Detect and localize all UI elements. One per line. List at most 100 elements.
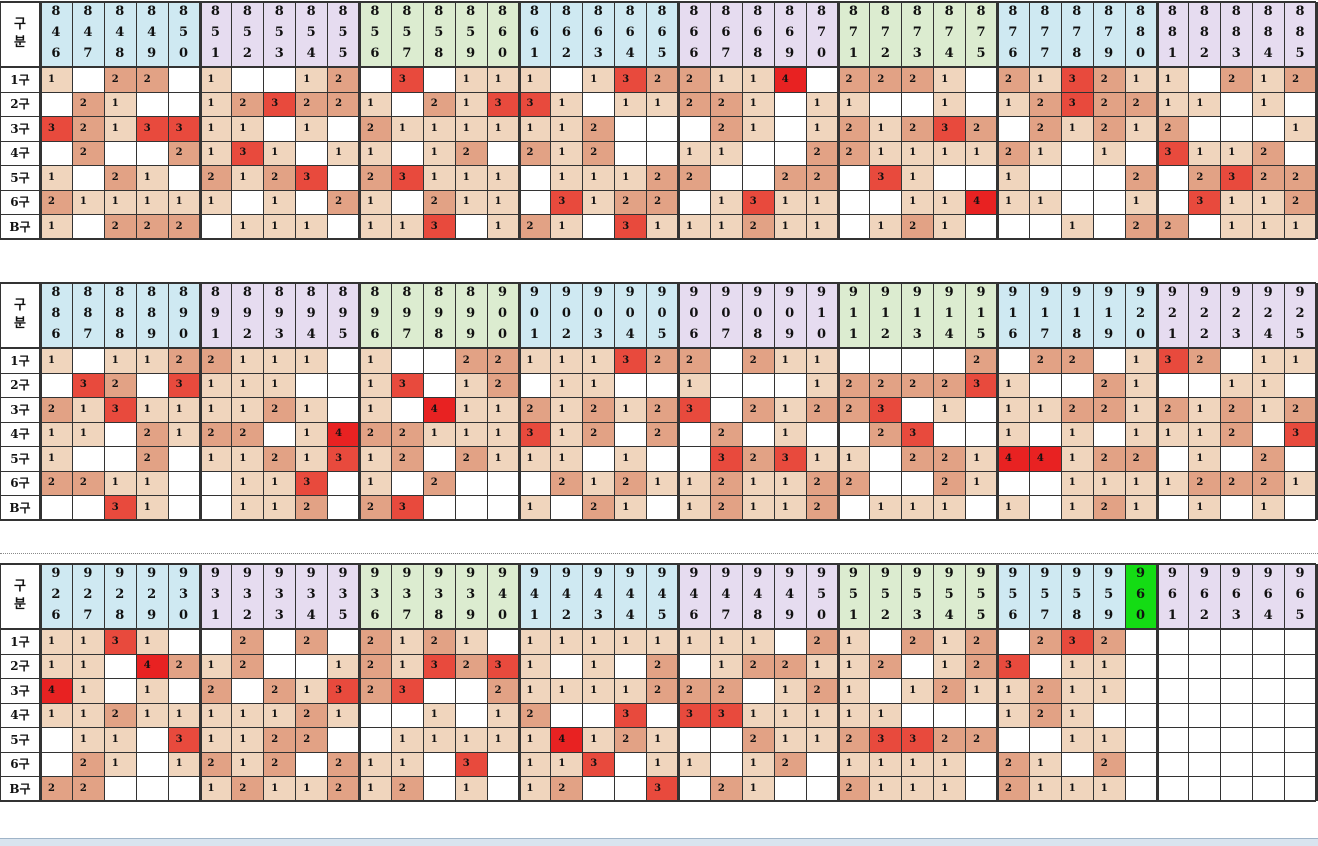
frequency-cell: [805, 421, 838, 446]
column-digit: 7: [944, 25, 954, 40]
grid-vline: [358, 283, 361, 520]
frequency-cell: [1220, 702, 1253, 727]
frequency-cell: 1: [709, 653, 742, 678]
frequency-cell: [1252, 702, 1285, 727]
frequency-cell: [1124, 702, 1157, 727]
frequency-cell: 2: [582, 397, 615, 422]
frequency-cell: [901, 91, 934, 116]
column-digit: 5: [466, 25, 476, 40]
frequency-cell: 2: [1220, 421, 1253, 446]
frequency-cell: 1: [199, 446, 232, 471]
frequency-cell: [1124, 653, 1157, 678]
column-digit: 8: [51, 4, 61, 19]
frequency-cell: 4: [965, 189, 997, 214]
column-digit: 1: [1072, 306, 1082, 321]
frequency-cell: [678, 116, 710, 141]
frequency-cell: 2: [614, 189, 647, 214]
frequency-cell: 1: [1156, 67, 1189, 92]
frequency-cell: 2: [678, 67, 710, 92]
column-digit: 9: [147, 566, 157, 581]
column-digit: 6: [1167, 587, 1177, 602]
grid-hline: [0, 372, 1316, 374]
column-digit: 5: [976, 587, 986, 602]
grid-vline: [167, 564, 169, 801]
frequency-cell: 3: [933, 116, 966, 141]
frequency-cell: 2: [837, 372, 870, 397]
frequency-cell: 2: [709, 91, 742, 116]
grid-vline: [327, 564, 329, 801]
frequency-cell: 2: [1092, 446, 1125, 471]
frequency-cell: 1: [1092, 727, 1125, 752]
frequency-cell: 1: [71, 629, 104, 654]
frequency-cell: [965, 91, 997, 116]
frequency-cell: 2: [295, 91, 328, 116]
frequency-cell: 1: [518, 678, 551, 703]
frequency-cell: 1: [1060, 776, 1093, 801]
frequency-cell: 1: [1028, 67, 1061, 92]
frequency-cell: 2: [1284, 67, 1316, 92]
frequency-cell: [390, 348, 423, 373]
column-digit: 3: [593, 608, 603, 623]
column-digit: 9: [306, 566, 316, 581]
grid-vline: [198, 2, 202, 239]
frequency-cell: 2: [965, 116, 997, 141]
frequency-cell: 1: [646, 629, 678, 654]
frequency-cell: [965, 751, 997, 776]
column-digit: 4: [785, 587, 795, 602]
frequency-cell: 2: [646, 653, 678, 678]
column-digit: 8: [434, 327, 444, 342]
column-digit: 0: [817, 46, 827, 61]
column-digit: 0: [529, 306, 539, 321]
frequency-cell: 2: [263, 397, 296, 422]
column-digit: 8: [338, 285, 348, 300]
frequency-cell: [965, 421, 997, 446]
frequency-cell: [709, 165, 742, 190]
frequency-cell: 2: [486, 372, 519, 397]
frequency-cell: 2: [231, 629, 264, 654]
column-digit: 3: [434, 587, 444, 602]
column-digit: 3: [210, 587, 220, 602]
frequency-cell: [103, 653, 136, 678]
frequency-cell: 2: [390, 446, 423, 471]
frequency-cell: 1: [390, 629, 423, 654]
frequency-cell: [1092, 702, 1125, 727]
frequency-cell: 2: [71, 776, 104, 801]
column-digit: 8: [657, 4, 667, 19]
column-digit: 8: [1136, 25, 1146, 40]
frequency-cell: [167, 629, 200, 654]
frequency-cell: 2: [646, 421, 678, 446]
column-digit: 9: [529, 566, 539, 581]
frequency-cell: [933, 421, 966, 446]
frequency-cell: 2: [869, 67, 902, 92]
frequency-cell: 1: [167, 421, 200, 446]
grid-vline: [135, 283, 137, 520]
grid-vline: [454, 2, 456, 239]
frequency-cell: 1: [582, 653, 615, 678]
frequency-cell: [646, 495, 678, 520]
column-digit: 6: [721, 25, 731, 40]
column-digit: 6: [1136, 587, 1146, 602]
column-digit: 3: [274, 327, 284, 342]
frequency-cell: 1: [422, 140, 455, 165]
frequency-cell: [327, 629, 359, 654]
grid-vline: [1284, 2, 1286, 239]
frequency-cell: 1: [614, 495, 647, 520]
frequency-cell: 2: [327, 189, 359, 214]
column-digit: 8: [147, 285, 157, 300]
frequency-cell: 2: [1252, 140, 1285, 165]
frequency-cell: [614, 372, 647, 397]
frequency-cell: 1: [518, 727, 551, 752]
frequency-cell: 4: [773, 67, 806, 92]
column-digit: 1: [848, 608, 858, 623]
column-digit: 8: [402, 285, 412, 300]
frequency-cell: 3: [327, 446, 359, 471]
column-digit: 8: [434, 285, 444, 300]
frequency-cell: 2: [40, 776, 72, 801]
frequency-cell: 3: [773, 446, 806, 471]
column-digit: 3: [242, 587, 252, 602]
header-label-bottom: 분: [14, 597, 26, 612]
